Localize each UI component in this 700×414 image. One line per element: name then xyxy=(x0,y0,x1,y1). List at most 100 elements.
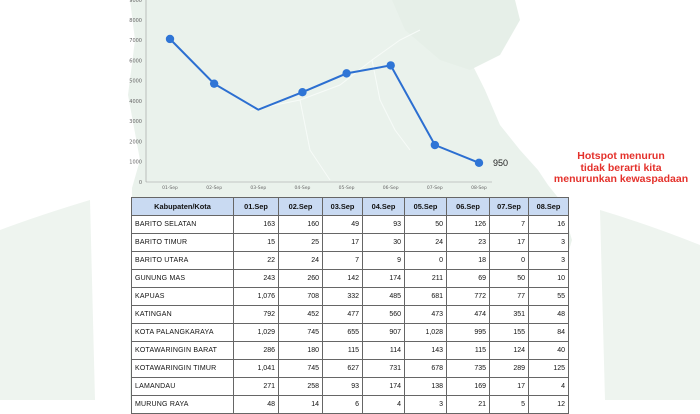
hotspot-count-cell: 115 xyxy=(322,341,363,360)
hotspot-count-cell: 174 xyxy=(362,377,405,396)
x-tick-label: 06-Sep xyxy=(383,185,399,191)
hotspot-count-cell: 163 xyxy=(233,215,279,234)
hotspot-count-cell: 1,076 xyxy=(233,287,279,306)
hotspot-count-cell: 1,041 xyxy=(233,359,279,378)
y-tick-label: 7000 xyxy=(129,38,142,44)
hotspot-count-cell: 40 xyxy=(528,341,569,360)
hotspot-count-cell: 138 xyxy=(404,377,447,396)
y-tick-label: 0 xyxy=(139,180,142,186)
map-region-line xyxy=(299,99,331,181)
hotspot-table: Kabupaten/Kota 01.Sep 02.Sep 03.Sep 04.Sep 05… xyxy=(131,197,569,414)
hotspot-count-cell: 7 xyxy=(322,251,363,270)
data-point xyxy=(209,79,219,88)
hotspot-count-cell: 16 xyxy=(528,215,569,234)
x-tick-label: 01-Sep xyxy=(162,185,178,191)
hotspot-count-cell: 708 xyxy=(278,287,323,306)
region-name-cell: BARITO TIMUR xyxy=(131,233,234,252)
hotspot-count-cell: 30 xyxy=(362,233,405,252)
series-line xyxy=(169,38,480,164)
region-name-cell: KATINGAN xyxy=(131,305,234,324)
hotspot-count-cell: 115 xyxy=(446,341,490,360)
y-tick-label: 2000 xyxy=(129,139,142,145)
y-tick-label: 6000 xyxy=(129,58,142,64)
hotspot-count-cell: 48 xyxy=(528,305,569,324)
hotspot-count-cell: 155 xyxy=(489,323,529,342)
hotspot-count-cell: 180 xyxy=(278,341,323,360)
message-line: tidak berarti kita xyxy=(580,161,662,174)
x-tick-label: 08-Sep xyxy=(471,185,487,191)
hotspot-count-cell: 10 xyxy=(528,269,569,288)
hotspot-count-cell: 678 xyxy=(404,359,447,378)
y-tick-label: 3000 xyxy=(129,119,142,125)
hotspot-count-cell: 22 xyxy=(233,251,279,270)
hotspot-count-cell: 289 xyxy=(489,359,529,378)
hotspot-count-cell: 169 xyxy=(446,377,490,396)
hotspot-count-cell: 23 xyxy=(446,233,490,252)
hotspot-count-cell: 124 xyxy=(489,341,529,360)
table-row: KAPUAS 1,076 708 332 485 681 772 77 55 xyxy=(131,287,569,306)
last-point-label: 950 xyxy=(493,158,508,168)
y-tick-label: 4000 xyxy=(129,99,142,105)
hotspot-count-cell: 24 xyxy=(278,251,323,270)
hotspot-count-cell: 50 xyxy=(404,215,447,234)
hotspot-count-cell: 6 xyxy=(322,395,363,414)
data-point xyxy=(165,34,175,44)
hotspot-count-cell: 9 xyxy=(362,251,405,270)
x-tick-label: 04-Sep xyxy=(295,185,311,191)
region-name-cell: LAMANDAU xyxy=(131,377,234,396)
hotspot-count-cell: 351 xyxy=(489,305,529,324)
hotspot-count-cell: 143 xyxy=(404,341,447,360)
map-coast-left xyxy=(0,200,95,400)
hotspot-count-cell: 93 xyxy=(322,377,363,396)
hotspot-count-cell: 49 xyxy=(322,215,363,234)
table-header-row: Kabupaten/Kota 01.Sep 02.Sep 03.Sep 04.Sep 05… xyxy=(131,197,569,216)
column-header-date: 08.Sep xyxy=(528,197,569,216)
x-tick-labels: 01-Sep 02-Sep 03-Sep 04-Sep 05-Sep 06-Sep 07-S… xyxy=(162,185,487,191)
message-line: menurunkan kewaspadaan xyxy=(553,173,689,185)
hotspot-count-cell: 0 xyxy=(489,251,529,270)
region-name-cell: KOTAWARINGIN BARAT xyxy=(131,341,234,360)
y-tick-label: 9000 xyxy=(129,0,142,4)
x-tick-label: 02-Sep xyxy=(206,185,222,191)
region-name-cell: MURUNG RAYA xyxy=(131,395,234,414)
hotspot-count-cell: 48 xyxy=(233,395,279,414)
hotspot-count-cell: 17 xyxy=(489,233,529,252)
hotspot-count-cell: 258 xyxy=(278,377,323,396)
hotspot-count-cell: 12 xyxy=(528,395,569,414)
hotspot-count-cell: 772 xyxy=(446,287,490,306)
hotspot-count-cell: 0 xyxy=(404,251,447,270)
y-tick-label: 8000 xyxy=(129,18,142,24)
y-tick-label: 5000 xyxy=(129,79,142,85)
hotspot-count-cell: 84 xyxy=(528,323,569,342)
hotspot-count-cell: 142 xyxy=(322,269,363,288)
hotspot-count-cell: 731 xyxy=(362,359,405,378)
hotspot-count-cell: 125 xyxy=(528,359,569,378)
hotspot-count-cell: 907 xyxy=(362,323,405,342)
hotspot-count-cell: 745 xyxy=(278,323,323,342)
x-tick-label: 03-Sep xyxy=(250,185,266,191)
column-header-region: Kabupaten/Kota xyxy=(131,197,234,216)
hotspot-count-cell: 24 xyxy=(404,233,447,252)
data-point xyxy=(386,61,395,70)
hotspot-count-cell: 21 xyxy=(446,395,490,414)
hotspot-count-cell: 50 xyxy=(489,269,529,288)
hotspot-count-cell: 15 xyxy=(233,233,279,252)
table-row: KOTA PALANGKARAYA 1,029 745 655 907 1,028 995 1… xyxy=(131,323,569,342)
hotspot-count-cell: 3 xyxy=(528,233,569,252)
hotspot-count-cell: 3 xyxy=(404,395,447,414)
table-row: BARITO SELATAN 163 160 49 93 50 126 7 16 xyxy=(131,215,569,234)
series-points xyxy=(165,34,484,167)
x-tick-label: 07-Sep xyxy=(427,185,443,191)
table-row: MURUNG RAYA 48 14 6 4 3 21 5 12 xyxy=(131,395,569,414)
hotspot-count-cell: 4 xyxy=(362,395,405,414)
data-point xyxy=(430,140,440,150)
hotspot-count-cell: 18 xyxy=(446,251,490,270)
column-header-date: 02.Sep xyxy=(278,197,323,216)
hotspot-count-cell: 3 xyxy=(528,251,569,270)
table-row: BARITO UTARA 22 24 7 9 0 18 0 3 xyxy=(131,251,569,270)
region-name-cell: BARITO SELATAN xyxy=(131,215,234,234)
hotspot-count-cell: 681 xyxy=(404,287,447,306)
hotspot-count-cell: 474 xyxy=(446,305,490,324)
hotspot-count-cell: 17 xyxy=(489,377,529,396)
hotspot-count-cell: 452 xyxy=(278,305,323,324)
